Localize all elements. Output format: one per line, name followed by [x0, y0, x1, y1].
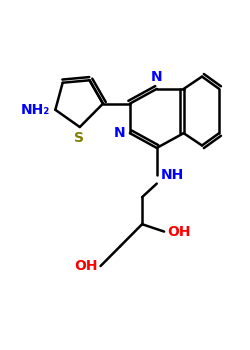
- Text: N: N: [114, 126, 126, 140]
- Text: OH: OH: [167, 225, 190, 239]
- Text: OH: OH: [74, 259, 98, 273]
- Text: NH: NH: [161, 168, 184, 182]
- Text: N: N: [151, 70, 162, 84]
- Text: NH₂: NH₂: [21, 103, 50, 117]
- Text: S: S: [74, 131, 84, 145]
